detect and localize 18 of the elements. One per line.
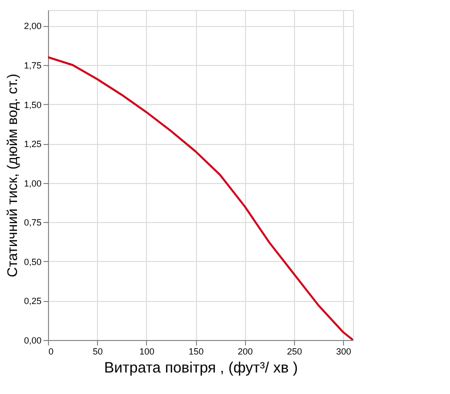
y-tick-label: 1,00 bbox=[24, 178, 42, 188]
y-tick-label: 0,00 bbox=[24, 336, 42, 346]
y-tick-label: 1,50 bbox=[24, 100, 42, 110]
x-tick-label: 100 bbox=[139, 346, 154, 356]
y-tick-label: 1,75 bbox=[24, 60, 42, 70]
y-tick-label: 1,25 bbox=[24, 139, 42, 150]
x-tick-label: 250 bbox=[286, 346, 302, 356]
x-tick-label: 150 bbox=[188, 346, 204, 356]
x-tick-label: 0 bbox=[48, 346, 54, 356]
x-axis-title: Витрата повітря , (фут³/ хв ) bbox=[104, 360, 298, 376]
x-tick-label: 200 bbox=[238, 346, 253, 356]
y-tick-label: 0,25 bbox=[24, 296, 42, 306]
y-tick-label: 2,00 bbox=[24, 21, 42, 32]
y-axis-title: Статичний тиск, (дюйм вод. ст.) bbox=[4, 74, 20, 278]
y-tick-label: 0,50 bbox=[24, 256, 42, 267]
x-tick-label: 300 bbox=[336, 346, 352, 356]
x-tick-label: 50 bbox=[92, 346, 103, 356]
y-tick-label: 0,75 bbox=[24, 218, 42, 228]
